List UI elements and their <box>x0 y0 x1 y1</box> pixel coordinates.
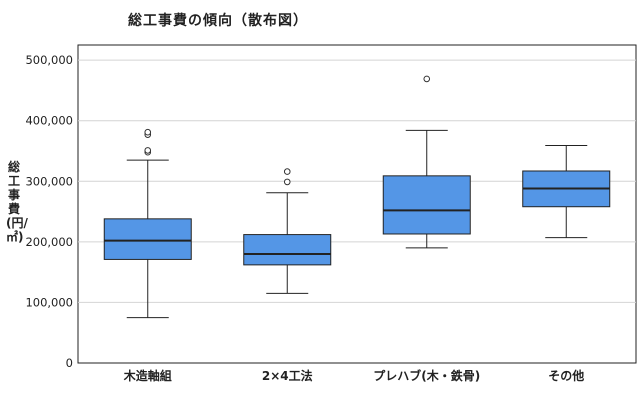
y-tick-label: 400,000 <box>25 114 73 128</box>
category-label: 木造軸組 <box>123 368 172 383</box>
outlier-point <box>283 168 291 175</box>
plot-area-frame <box>77 44 637 364</box>
chart-title: 総工事費の傾向（散布図） <box>128 13 308 29</box>
box-3 <box>382 75 471 249</box>
iqr-box <box>103 218 192 260</box>
y-tick-label: 200,000 <box>25 235 73 249</box>
outlier-point <box>283 178 291 186</box>
iqr-box <box>243 234 332 266</box>
boxes <box>103 75 611 319</box>
box-1 <box>103 128 192 319</box>
grid-lines <box>78 59 636 303</box>
outlier-point <box>144 147 152 154</box>
box-4 <box>522 145 611 239</box>
y-tick-label: 0 <box>66 356 73 370</box>
category-label: その他 <box>548 368 584 383</box>
y-tick-labels: 0 100,000 200,000 300,000 400,000 500,000 <box>25 53 73 370</box>
box-2 <box>243 168 332 294</box>
category-label: プレハブ(木・鉄骨) <box>373 368 480 383</box>
iqr-box <box>382 175 471 235</box>
y-tick-label: 100,000 <box>25 295 73 309</box>
y-tick-label: 500,000 <box>25 53 73 67</box>
category-labels: 木造軸組 2×4工法 プレハブ(木・鉄骨) その他 <box>123 368 585 383</box>
y-tick-label: 300,000 <box>25 174 73 188</box>
category-label: 2×4工法 <box>262 368 313 383</box>
outlier-point <box>144 128 152 136</box>
outlier-point <box>423 75 431 83</box>
